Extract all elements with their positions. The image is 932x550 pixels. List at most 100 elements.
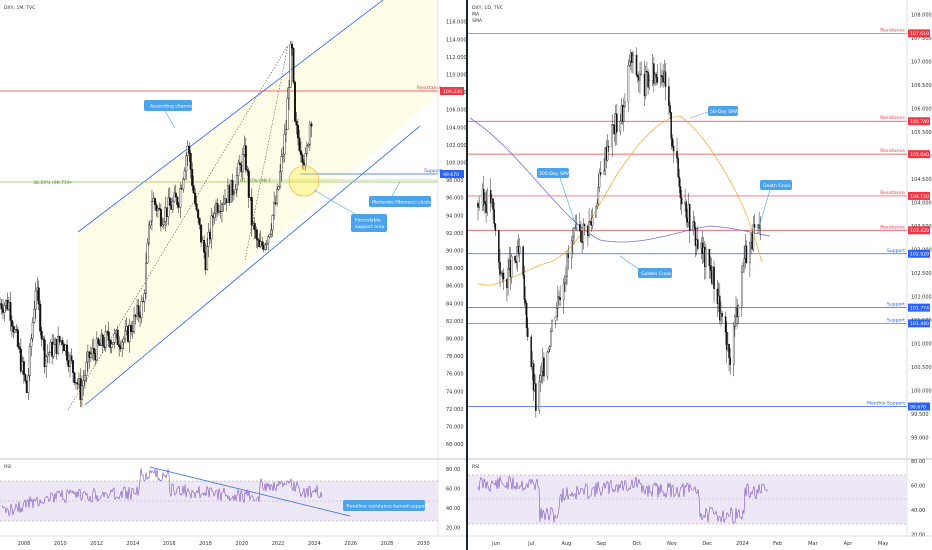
- left-candle: [167, 188, 170, 226]
- left-rsi-line: [1, 468, 323, 517]
- right-candle: [741, 265, 743, 317]
- right-candle: [752, 215, 755, 252]
- left-candle: [283, 123, 286, 163]
- right-rsi-band: [468, 475, 907, 524]
- left-candle: [238, 154, 241, 165]
- right-price-tick: 99.000: [911, 436, 929, 442]
- level-badge-value: 105.040: [910, 152, 929, 158]
- callout-formidable-support-text: Formidable support area: [355, 218, 385, 231]
- right-candle: [697, 226, 699, 252]
- left-candle: [116, 325, 119, 346]
- right-header-line3: SMA: [472, 18, 483, 24]
- left-candle: [45, 355, 48, 379]
- callout-ascending-channel-text: Ascending channel: [150, 104, 193, 110]
- left-candle: [189, 150, 192, 179]
- right-candle: [724, 311, 727, 345]
- left-candle: [299, 141, 302, 163]
- sma-50-line[interactable]: [477, 115, 763, 286]
- right-candle: [562, 278, 565, 314]
- left-candle: [150, 190, 153, 231]
- level-badge: [908, 117, 930, 126]
- right-chart[interactable]: Resistance Resistance Resistance Resistance…: [468, 0, 932, 547]
- level-label: Resistance: [880, 190, 905, 196]
- right-candle: [670, 112, 672, 150]
- callout-death-cross[interactable]: Death Cross: [756, 180, 792, 235]
- left-candle: [235, 167, 238, 198]
- left-candle: [174, 184, 177, 198]
- channel-upper-line[interactable]: [77, 0, 384, 233]
- left-candle: [168, 187, 171, 206]
- right-candle: [532, 360, 535, 401]
- left-candle: [282, 146, 285, 164]
- right-candle: [639, 61, 641, 94]
- callout-fib-cluster[interactable]: Moderate Fibonacci cluster: [369, 181, 434, 207]
- left-candle: [253, 216, 256, 240]
- left-candle: [292, 47, 295, 85]
- right-candle: [547, 346, 550, 354]
- level-badge: [908, 191, 930, 200]
- callout-sma50-text: 50-Day SMA: [710, 109, 739, 115]
- right-candle: [538, 374, 541, 415]
- left-price-tick: 76.000: [446, 372, 464, 378]
- support-area-circle[interactable]: [288, 165, 320, 197]
- left-candle: [52, 334, 55, 359]
- left-resistance-label: Resistance: [417, 85, 442, 91]
- callout-sma50[interactable]: 50-Day SMA: [689, 106, 739, 119]
- left-candle: [293, 80, 296, 123]
- left-candle: [95, 331, 98, 362]
- left-candle: [179, 182, 182, 219]
- left-candle: [285, 119, 288, 143]
- right-rsi-label: RSI: [472, 464, 479, 470]
- left-candle: [159, 203, 162, 232]
- left-chart[interactable]: Resistance Support 38.20% (98.719) 61.80…: [0, 0, 467, 547]
- right-candle: [611, 114, 613, 158]
- right-price-tick: 104.000: [911, 201, 932, 207]
- left-candle: [220, 202, 223, 223]
- left-candle: [28, 343, 31, 381]
- left-resistance-badge: 109.330: [440, 87, 464, 95]
- fib-dotted-line-1: [67, 44, 289, 411]
- right-candle: [742, 261, 744, 273]
- left-time-axis[interactable]: 2008 2010 2012 2014 2016 2018 2020 2022 2024 2026…: [18, 541, 430, 547]
- right-candle: [507, 257, 509, 296]
- right-candle: [679, 178, 682, 211]
- callout-trendline-support[interactable]: Trendline resistance-turned-support: [343, 500, 428, 511]
- left-rsi-tick: 60.00: [446, 487, 460, 493]
- right-candle: [624, 93, 626, 108]
- left-candle: [57, 326, 60, 356]
- right-time-axis[interactable]: Jun Jul Aug Sep Oct Nov Dec 2024 Feb Mar Apr May: [491, 541, 888, 547]
- left-candle: [295, 112, 298, 135]
- left-candle: [112, 342, 115, 345]
- right-candle: [628, 54, 631, 68]
- sma-200-line[interactable]: [469, 117, 771, 243]
- channel-lower-line[interactable]: [84, 125, 421, 406]
- right-price-tick: 99.500: [911, 412, 929, 418]
- left-candle: [188, 141, 191, 162]
- right-candle: [580, 220, 582, 243]
- right-candle: [664, 63, 667, 101]
- right-candle: [484, 192, 486, 214]
- callout-ascending-channel[interactable]: Ascending channel: [144, 100, 193, 129]
- right-candle: [483, 175, 485, 212]
- callout-formidable-support[interactable]: Formidable support area: [313, 189, 387, 232]
- left-candle: [268, 233, 271, 239]
- left-candle: [244, 138, 247, 174]
- right-candle: [498, 230, 500, 269]
- rsi-trendline[interactable]: [149, 466, 351, 517]
- callout-golden-cross[interactable]: Golden Cross: [619, 255, 672, 278]
- level-badge: [908, 29, 930, 38]
- right-candle: [550, 327, 552, 347]
- pane-divider[interactable]: [466, 0, 468, 550]
- callout-sma200-text: 200-Day SMA: [539, 171, 571, 177]
- callout-sma200[interactable]: 200-Day SMA: [537, 168, 579, 233]
- right-candle: [559, 285, 561, 307]
- right-candle: [644, 65, 647, 99]
- right-price-tick: 108.000: [911, 13, 932, 19]
- right-rsi-line: [477, 476, 769, 524]
- right-candle: [583, 223, 586, 236]
- left-candle: [250, 187, 253, 237]
- left-candle: [270, 223, 273, 238]
- ascending-channel-fill: [78, 0, 438, 405]
- left-price-axis[interactable]: 116.000114.000112.000110.000108.000106.0…: [446, 20, 467, 448]
- level-label: Resistance: [880, 115, 905, 121]
